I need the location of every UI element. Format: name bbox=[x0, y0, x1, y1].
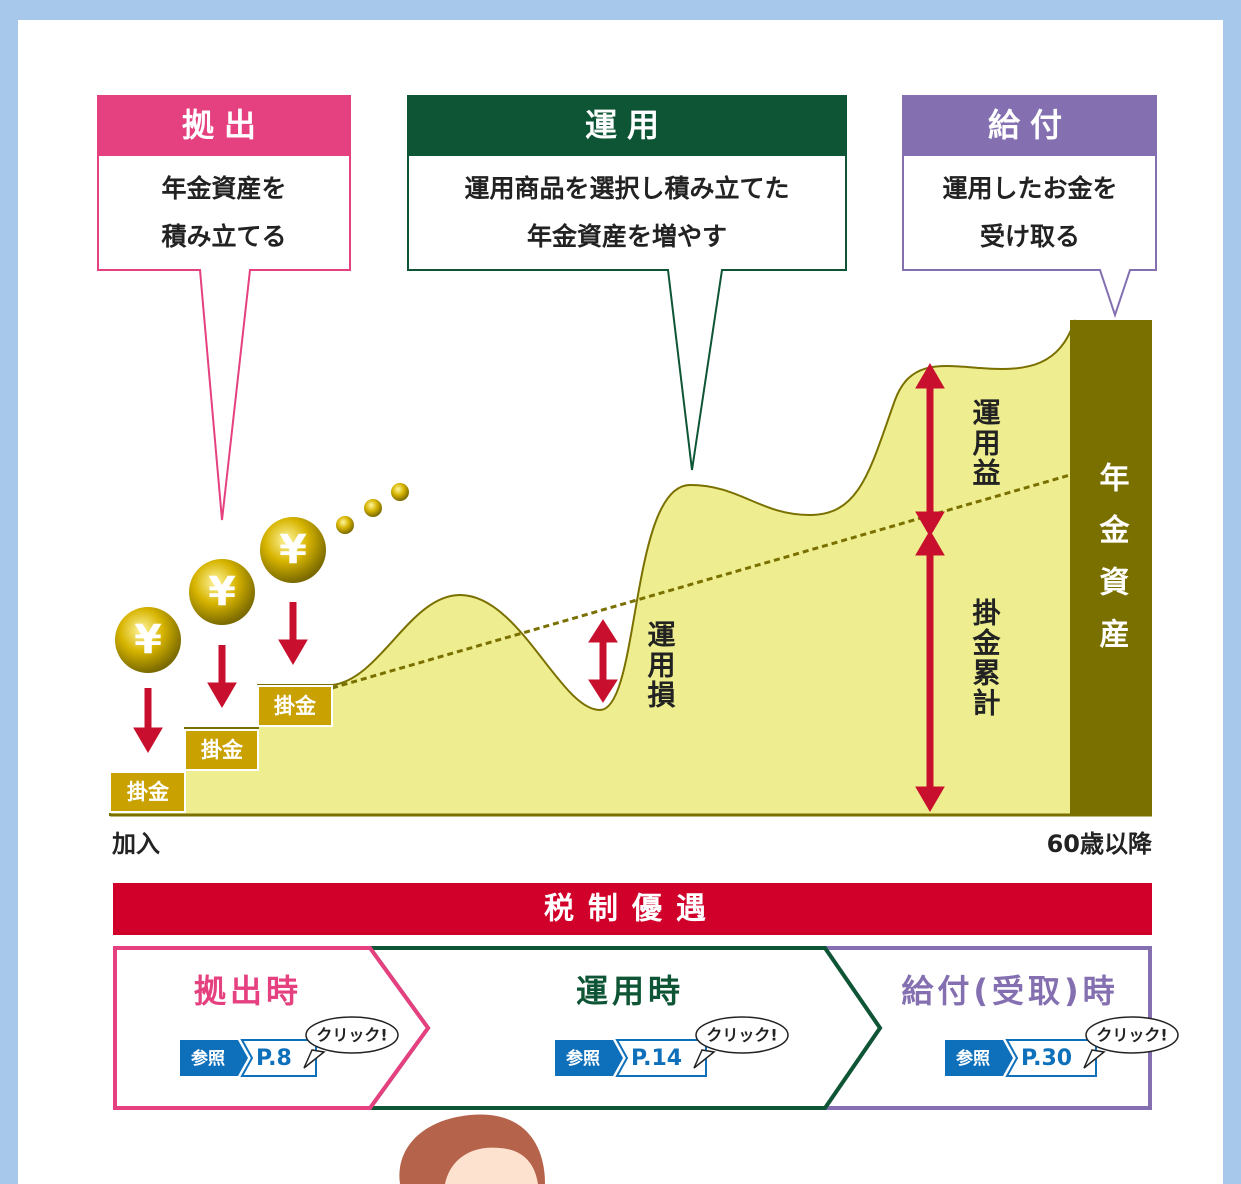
contribution-label: 掛金累計 bbox=[969, 598, 1002, 718]
stage-text: 年金資産を bbox=[161, 174, 286, 203]
stage-title: 運用 bbox=[585, 106, 669, 144]
ref-label: 参照 bbox=[956, 1048, 990, 1069]
stage-title: 給付 bbox=[988, 106, 1072, 144]
loss-label: 運用損 bbox=[644, 620, 677, 710]
page-number: P.14 bbox=[631, 1046, 682, 1071]
stage-text: 積み立てる bbox=[161, 222, 286, 251]
step-label: 掛金 bbox=[274, 694, 317, 718]
axis-end: 60歳以降 bbox=[1047, 830, 1153, 858]
section-title: 拠出時 bbox=[194, 972, 302, 1010]
step-label: 掛金 bbox=[127, 780, 170, 804]
dot bbox=[364, 499, 382, 517]
step-label: 掛金 bbox=[201, 738, 244, 762]
stage-text: 運用したお金を bbox=[942, 174, 1117, 203]
page-number: P.8 bbox=[256, 1046, 292, 1071]
click-label: クリック! bbox=[316, 1026, 387, 1045]
ref-label: 参照 bbox=[191, 1048, 225, 1069]
click-label: クリック! bbox=[706, 1026, 777, 1045]
stage-text: 年金資産を増やす bbox=[527, 222, 727, 251]
section-title: 運用時 bbox=[576, 972, 684, 1010]
yen: ¥ bbox=[134, 617, 162, 663]
dot bbox=[391, 483, 409, 501]
page-number: P.30 bbox=[1021, 1046, 1072, 1071]
stage-text: 運用商品を選択し積み立てた bbox=[464, 174, 789, 203]
section-title: 給付(受取)時 bbox=[901, 972, 1118, 1010]
page: 掛金 掛金 掛金 ¥ ¥ ¥ 運用損 運用益 掛金累計 年金資産 加入 60歳以… bbox=[0, 0, 1241, 1184]
assets-label: 年金資産 bbox=[1094, 462, 1131, 670]
stage-title: 拠出 bbox=[182, 106, 266, 144]
tax-banner-text: 税制優遇 bbox=[544, 892, 720, 927]
yen: ¥ bbox=[279, 527, 307, 573]
stage-text: 受け取る bbox=[980, 222, 1080, 251]
dot bbox=[336, 516, 354, 534]
ref-label: 参照 bbox=[566, 1048, 600, 1069]
yen: ¥ bbox=[208, 569, 236, 615]
click-label: クリック! bbox=[1096, 1026, 1167, 1045]
axis-start: 加入 bbox=[112, 830, 160, 858]
gain-label: 運用益 bbox=[969, 398, 1002, 488]
